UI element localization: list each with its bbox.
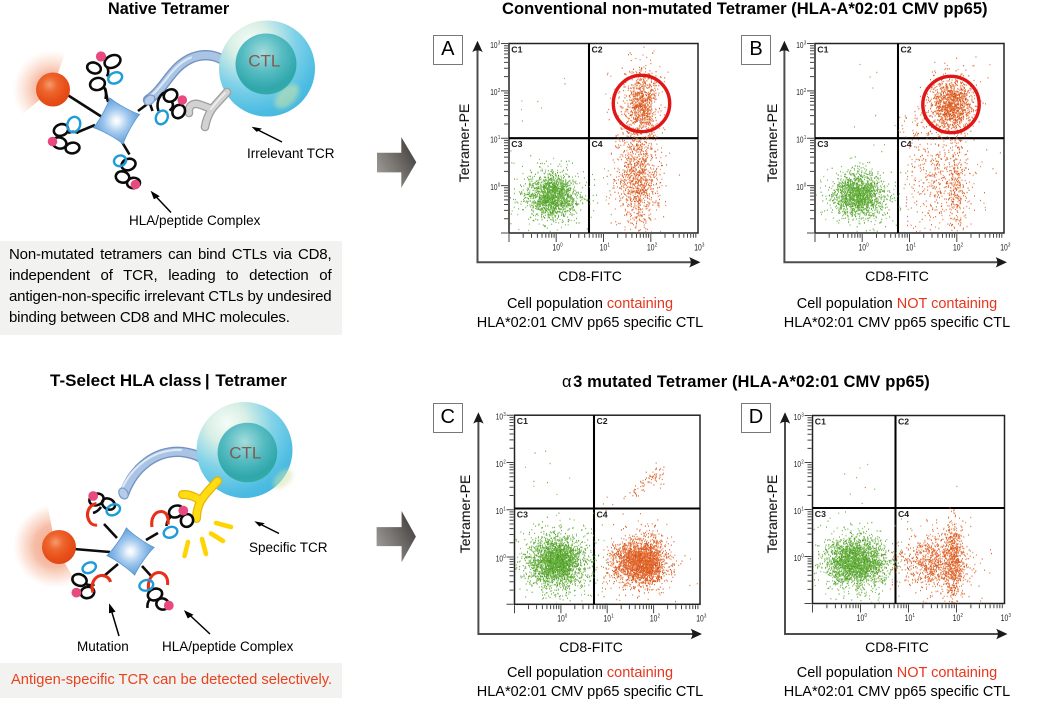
svg-text:1: 1: [914, 242, 917, 249]
svg-text:10: 10: [796, 135, 803, 145]
svg-text:0: 0: [560, 242, 563, 249]
svg-text:2: 2: [961, 242, 964, 249]
svg-text:C2: C2: [597, 416, 608, 426]
svg-text:10: 10: [694, 242, 702, 252]
svg-text:10: 10: [859, 242, 867, 252]
svg-text:C2: C2: [898, 416, 909, 426]
svg-text:C4: C4: [901, 139, 912, 149]
svg-text:10: 10: [794, 459, 801, 469]
svg-text:2: 2: [801, 459, 804, 466]
svg-text:0: 0: [565, 613, 568, 620]
svg-text:10: 10: [696, 614, 704, 624]
svg-text:1: 1: [498, 135, 501, 142]
svg-text:10: 10: [905, 613, 913, 623]
svg-text:10: 10: [553, 242, 561, 252]
svg-text:10: 10: [600, 242, 608, 252]
svg-text:C3: C3: [511, 139, 522, 149]
svg-text:C2: C2: [592, 44, 603, 54]
svg-text:1: 1: [801, 506, 804, 513]
svg-text:10: 10: [496, 553, 503, 563]
svg-text:0: 0: [801, 553, 804, 560]
svg-text:0: 0: [866, 242, 869, 249]
svg-text:10: 10: [796, 87, 803, 97]
svg-text:10: 10: [496, 506, 503, 516]
svg-text:10: 10: [953, 613, 961, 623]
svg-text:10: 10: [604, 614, 612, 624]
svg-text:C3: C3: [517, 510, 528, 520]
svg-text:1: 1: [608, 242, 611, 249]
svg-text:CTL: CTL: [248, 52, 280, 71]
svg-text:2: 2: [961, 612, 964, 619]
svg-text:3: 3: [801, 412, 804, 419]
svg-text:2: 2: [655, 242, 658, 249]
svg-text:3: 3: [704, 613, 707, 620]
svg-text:C2: C2: [901, 44, 912, 54]
svg-text:0: 0: [498, 182, 501, 189]
svg-text:10: 10: [794, 412, 801, 422]
svg-text:10: 10: [650, 614, 658, 624]
svg-text:10: 10: [796, 40, 803, 50]
svg-text:C4: C4: [898, 509, 909, 519]
svg-text:C1: C1: [511, 44, 522, 54]
svg-text:1: 1: [611, 613, 614, 620]
svg-text:C3: C3: [815, 509, 826, 519]
svg-text:10: 10: [496, 412, 503, 422]
svg-text:10: 10: [794, 506, 801, 516]
svg-text:C4: C4: [597, 510, 608, 520]
svg-text:3: 3: [1009, 612, 1012, 619]
svg-text:2: 2: [503, 459, 506, 466]
svg-text:0: 0: [865, 612, 868, 619]
svg-text:2: 2: [498, 87, 501, 94]
svg-text:10: 10: [906, 242, 914, 252]
svg-text:2: 2: [658, 613, 661, 620]
svg-text:10: 10: [490, 182, 497, 192]
svg-text:0: 0: [804, 182, 807, 189]
svg-text:1: 1: [503, 506, 506, 513]
svg-text:10: 10: [953, 242, 961, 252]
svg-text:1: 1: [804, 135, 807, 142]
svg-text:10: 10: [796, 182, 803, 192]
svg-text:C1: C1: [817, 44, 828, 54]
svg-text:10: 10: [794, 553, 801, 563]
svg-text:3: 3: [1008, 242, 1011, 249]
svg-text:CTL: CTL: [229, 444, 261, 463]
svg-text:C1: C1: [815, 416, 826, 426]
svg-text:10: 10: [490, 40, 497, 50]
svg-text:10: 10: [496, 459, 503, 469]
svg-text:3: 3: [702, 242, 705, 249]
svg-text:3: 3: [498, 40, 501, 47]
svg-text:10: 10: [557, 614, 565, 624]
svg-text:10: 10: [490, 135, 497, 145]
svg-text:10: 10: [1001, 613, 1009, 623]
svg-text:C1: C1: [517, 416, 528, 426]
svg-text:3: 3: [804, 40, 807, 47]
svg-text:0: 0: [503, 553, 506, 560]
svg-text:2: 2: [804, 87, 807, 94]
svg-text:C3: C3: [817, 139, 828, 149]
svg-text:10: 10: [857, 613, 865, 623]
svg-text:C4: C4: [592, 139, 603, 149]
svg-text:3: 3: [503, 412, 506, 419]
svg-text:10: 10: [647, 242, 655, 252]
svg-text:1: 1: [913, 612, 916, 619]
svg-text:10: 10: [1000, 242, 1008, 252]
svg-text:10: 10: [490, 87, 497, 97]
